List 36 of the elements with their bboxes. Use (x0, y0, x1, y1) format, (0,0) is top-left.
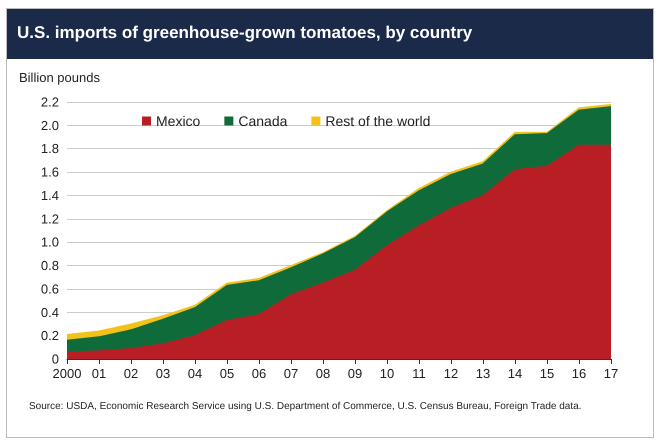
x-tick-label: 08 (316, 366, 330, 381)
x-tick-label: 14 (508, 366, 522, 381)
x-tick-label: 13 (476, 366, 490, 381)
x-tick-label: 12 (444, 366, 458, 381)
y-tick-label: 0.2 (40, 328, 59, 344)
y-tick-label: 0.4 (40, 304, 59, 320)
x-tick-label: 15 (540, 366, 554, 381)
x-tick-label: 09 (348, 366, 362, 381)
legend-label: Rest of the world (325, 113, 430, 129)
x-tick-label: 17 (604, 366, 618, 381)
x-tick-label: 06 (252, 366, 266, 381)
chart-title: U.S. imports of greenhouse-grown tomatoes, by country (7, 9, 653, 59)
source-note: Source: USDA, Economic Research Service using U.S. Department of Commerce, U.S. Census Bureau, Foreign Trade data. (29, 401, 582, 413)
x-tick-label: 2000 (52, 366, 82, 381)
y-tick-label: 1.8 (40, 141, 59, 156)
y-tick-label: 0.8 (40, 258, 59, 274)
y-tick-label: 0 (52, 352, 59, 366)
x-tick-label: 11 (412, 366, 426, 381)
y-tick-label: 0.6 (40, 281, 59, 296)
y-tick-label: 1.4 (40, 188, 59, 203)
x-tick-label: 03 (156, 366, 170, 381)
y-axis-title: Billion pounds (19, 70, 100, 85)
x-tick-label: 10 (380, 366, 394, 381)
x-tick-label: 07 (284, 366, 298, 381)
x-tick-label: 01 (92, 366, 106, 381)
x-tick-label: 05 (220, 366, 234, 381)
x-tick-label: 02 (124, 366, 138, 381)
y-tick-label: 1.0 (40, 234, 59, 250)
x-tick-label: 04 (188, 366, 202, 381)
y-tick-label: 1.2 (40, 211, 59, 226)
y-tick-label: 2.2 (40, 94, 59, 110)
y-tick-label: 2.0 (40, 118, 59, 133)
legend-label: Mexico (156, 113, 201, 129)
x-tick-label: 16 (572, 366, 586, 381)
legend-label: Canada (238, 113, 288, 129)
y-tick-label: 1.6 (40, 164, 59, 180)
